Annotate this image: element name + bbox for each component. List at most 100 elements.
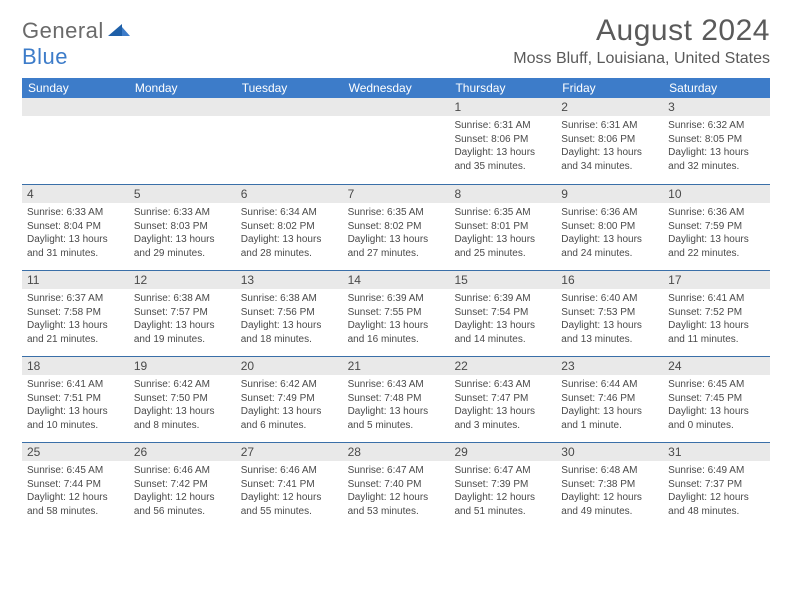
day-cell: 6Sunrise: 6:34 AMSunset: 8:02 PMDaylight…: [236, 184, 343, 270]
day-info: Sunrise: 6:34 AMSunset: 8:02 PMDaylight:…: [241, 206, 338, 260]
day-cell: 15 Sunrise: 6:39 AMSunset: 7:54 PMDayligh…: [449, 270, 556, 356]
day-cell: 10 Sunrise: 6:36 AMSunset: 7:59 PMDayligh…: [663, 184, 770, 270]
day-number: 25: [22, 443, 129, 461]
day-info: Sunrise: 6:35 AMSunset: 8:01 PMDaylight:…: [454, 206, 551, 260]
day-cell: [343, 98, 450, 184]
day-number: 24: [663, 357, 770, 375]
day-cell: 4 Sunrise: 6:33 AMSunset: 8:04 PMDaylight…: [22, 184, 129, 270]
day-number: 14: [343, 271, 450, 289]
day-cell: [129, 98, 236, 184]
day-cell: 30Sunrise: 6:48 AMSunset: 7:38 PMDayligh…: [556, 442, 663, 528]
day-cell: 25Sunrise: 6:45 AMSunset: 7:44 PMDayligh…: [22, 442, 129, 528]
day-cell: 29Sunrise: 6:47 AMSunset: 7:39 PMDayligh…: [449, 442, 556, 528]
day-number: 3: [663, 98, 770, 116]
day-cell: [236, 98, 343, 184]
week-row: 11Sunrise: 6:37 AMSunset: 7:58 PMDayligh…: [22, 270, 770, 356]
week-row: 1Sunrise: 6:31 AMSunset: 8:06 PMDaylight…: [22, 98, 770, 184]
title-block: August 2024 Moss Bluff, Louisiana, Unite…: [513, 14, 770, 68]
day-cell: 21 Sunrise: 6:43 AMSunset: 7:48 PMDayligh…: [343, 356, 450, 442]
day-cell: [22, 98, 129, 184]
day-cell: 17 Sunrise: 6:41 AMSunset: 7:52 PMDayligh…: [663, 270, 770, 356]
day-info: Sunrise: 6:36 AMSunset: 7:59 PMDaylight:…: [668, 206, 765, 260]
empty-daynum: [236, 98, 343, 116]
day-cell: 31Sunrise: 6:49 AMSunset: 7:37 PMDayligh…: [663, 442, 770, 528]
day-info: Sunrise: 6:46 AMSunset: 7:42 PMDaylight:…: [134, 464, 231, 518]
day-number: 13: [236, 271, 343, 289]
day-number: 29: [449, 443, 556, 461]
day-info: Sunrise: 6:37 AMSunset: 7:58 PMDaylight:…: [27, 292, 124, 346]
day-cell: 27Sunrise: 6:46 AMSunset: 7:41 PMDayligh…: [236, 442, 343, 528]
day-cell: 24 Sunrise: 6:45 AMSunset: 7:45 PMDayligh…: [663, 356, 770, 442]
day-number: 26: [129, 443, 236, 461]
empty-daynum: [129, 98, 236, 116]
day-cell: 20Sunrise: 6:42 AMSunset: 7:49 PMDayligh…: [236, 356, 343, 442]
day-cell: 9Sunrise: 6:36 AMSunset: 8:00 PMDaylight…: [556, 184, 663, 270]
day-cell: 11Sunrise: 6:37 AMSunset: 7:58 PMDayligh…: [22, 270, 129, 356]
day-info: Sunrise: 6:41 AMSunset: 7:51 PMDaylight:…: [27, 378, 124, 432]
day-cell: 12Sunrise: 6:38 AMSunset: 7:57 PMDayligh…: [129, 270, 236, 356]
day-cell: 2Sunrise: 6:31 AMSunset: 8:06 PMDaylight…: [556, 98, 663, 184]
day-number: 4: [22, 185, 129, 203]
day-cell: 13 Sunrise: 6:38 AMSunset: 7:56 PMDayligh…: [236, 270, 343, 356]
day-cell: 22 Sunrise: 6:43 AMSunset: 7:47 PMDayligh…: [449, 356, 556, 442]
day-number: 8: [449, 185, 556, 203]
day-number: 19: [129, 357, 236, 375]
day-number: 9: [556, 185, 663, 203]
day-info: Sunrise: 6:33 AMSunset: 8:04 PMDaylight:…: [27, 206, 124, 260]
dow-cell: Thursday: [449, 78, 556, 98]
dow-cell: Wednesday: [343, 78, 450, 98]
day-cell: 19Sunrise: 6:42 AMSunset: 7:50 PMDayligh…: [129, 356, 236, 442]
day-cell: 14 Sunrise: 6:39 AMSunset: 7:55 PMDayligh…: [343, 270, 450, 356]
day-info: Sunrise: 6:31 AMSunset: 8:06 PMDaylight:…: [454, 119, 551, 173]
day-info: Sunrise: 6:32 AMSunset: 8:05 PMDaylight:…: [668, 119, 765, 173]
dow-cell: Monday: [129, 78, 236, 98]
day-info: Sunrise: 6:31 AMSunset: 8:06 PMDaylight:…: [561, 119, 658, 173]
week-row: 4 Sunrise: 6:33 AMSunset: 8:04 PMDaylight…: [22, 184, 770, 270]
day-number: 5: [129, 185, 236, 203]
day-cell: 18 Sunrise: 6:41 AMSunset: 7:51 PMDayligh…: [22, 356, 129, 442]
day-number: 18: [22, 357, 129, 375]
location: Moss Bluff, Louisiana, United States: [513, 50, 770, 68]
day-number: 20: [236, 357, 343, 375]
week-row: 18 Sunrise: 6:41 AMSunset: 7:51 PMDayligh…: [22, 356, 770, 442]
week-row: 25Sunrise: 6:45 AMSunset: 7:44 PMDayligh…: [22, 442, 770, 528]
day-info: Sunrise: 6:47 AMSunset: 7:40 PMDaylight:…: [348, 464, 445, 518]
day-cell: 3 Sunrise: 6:32 AMSunset: 8:05 PMDaylight…: [663, 98, 770, 184]
day-cell: 1Sunrise: 6:31 AMSunset: 8:06 PMDaylight…: [449, 98, 556, 184]
dow-cell: Saturday: [663, 78, 770, 98]
day-info: Sunrise: 6:44 AMSunset: 7:46 PMDaylight:…: [561, 378, 658, 432]
day-number: 16: [556, 271, 663, 289]
dow-header-row: SundayMondayTuesdayWednesdayThursdayFrid…: [22, 78, 770, 98]
calendar: SundayMondayTuesdayWednesdayThursdayFrid…: [22, 78, 770, 528]
empty-daynum: [22, 98, 129, 116]
day-number: 17: [663, 271, 770, 289]
logo-word2: Blue: [22, 44, 68, 69]
page-title: August 2024: [513, 14, 770, 48]
day-number: 12: [129, 271, 236, 289]
day-info: Sunrise: 6:40 AMSunset: 7:53 PMDaylight:…: [561, 292, 658, 346]
day-info: Sunrise: 6:39 AMSunset: 7:55 PMDaylight:…: [348, 292, 445, 346]
day-number: 15: [449, 271, 556, 289]
day-cell: 16 Sunrise: 6:40 AMSunset: 7:53 PMDayligh…: [556, 270, 663, 356]
day-info: Sunrise: 6:46 AMSunset: 7:41 PMDaylight:…: [241, 464, 338, 518]
calendar-page: General Blue August 2024 Moss Bluff, Lou…: [0, 0, 792, 542]
day-info: Sunrise: 6:41 AMSunset: 7:52 PMDaylight:…: [668, 292, 765, 346]
day-info: Sunrise: 6:45 AMSunset: 7:45 PMDaylight:…: [668, 378, 765, 432]
day-info: Sunrise: 6:43 AMSunset: 7:47 PMDaylight:…: [454, 378, 551, 432]
header: General Blue August 2024 Moss Bluff, Lou…: [22, 14, 770, 70]
day-number: 21: [343, 357, 450, 375]
day-number: 22: [449, 357, 556, 375]
day-cell: 7Sunrise: 6:35 AMSunset: 8:02 PMDaylight…: [343, 184, 450, 270]
day-number: 23: [556, 357, 663, 375]
day-info: Sunrise: 6:39 AMSunset: 7:54 PMDaylight:…: [454, 292, 551, 346]
empty-daynum: [343, 98, 450, 116]
day-cell: 8 Sunrise: 6:35 AMSunset: 8:01 PMDaylight…: [449, 184, 556, 270]
day-cell: 5 Sunrise: 6:33 AMSunset: 8:03 PMDaylight…: [129, 184, 236, 270]
day-number: 7: [343, 185, 450, 203]
weeks-container: 1Sunrise: 6:31 AMSunset: 8:06 PMDaylight…: [22, 98, 770, 528]
day-number: 10: [663, 185, 770, 203]
day-info: Sunrise: 6:43 AMSunset: 7:48 PMDaylight:…: [348, 378, 445, 432]
day-info: Sunrise: 6:33 AMSunset: 8:03 PMDaylight:…: [134, 206, 231, 260]
day-cell: 23 Sunrise: 6:44 AMSunset: 7:46 PMDayligh…: [556, 356, 663, 442]
day-info: Sunrise: 6:38 AMSunset: 7:56 PMDaylight:…: [241, 292, 338, 346]
